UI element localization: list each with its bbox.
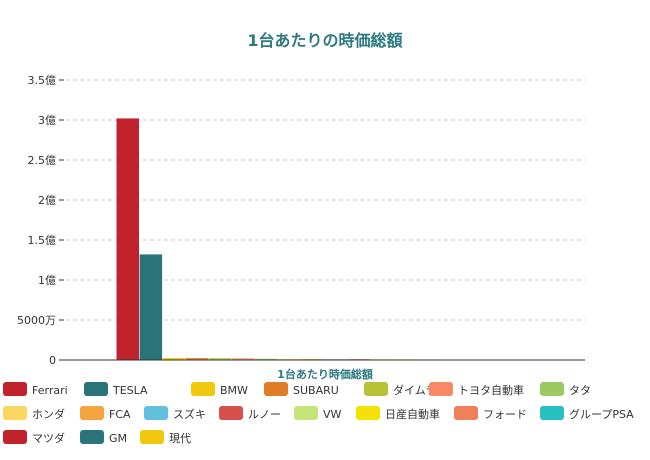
legend-label: トヨタ自動車 <box>458 383 524 397</box>
y-tick-label: 5000万 <box>17 314 56 327</box>
legend-swatch <box>540 382 564 396</box>
legend-swatch <box>264 382 288 396</box>
legend-label: スズキ <box>173 407 206 421</box>
bar-8[interactable] <box>278 358 301 360</box>
y-tick-label: 2億 <box>38 194 56 207</box>
legend-label: Ferrari <box>32 384 68 397</box>
legend-label: ホンダ <box>32 407 65 421</box>
legend-label: グループPSA <box>569 407 634 421</box>
legend-item[interactable]: TESLA <box>84 382 148 397</box>
legend-item[interactable]: 現代 <box>140 430 191 445</box>
legend-swatch <box>84 382 108 396</box>
legend-label: 現代 <box>169 432 191 445</box>
bar-7[interactable] <box>255 358 278 360</box>
bar-1[interactable] <box>116 118 140 361</box>
bar-3[interactable] <box>162 358 186 360</box>
y-tick-label: 3億 <box>38 114 56 127</box>
legend-swatch <box>454 406 478 420</box>
legend-item[interactable]: スズキ <box>144 406 206 421</box>
legend-swatch <box>3 430 27 444</box>
legend-item[interactable]: マツダ <box>3 430 65 445</box>
chart-title: 1台あたりの時価総額 <box>247 31 402 50</box>
legend-item[interactable]: FCA <box>80 406 131 421</box>
legend-swatch <box>80 406 104 420</box>
y-axis: 0 5000万 1億 1.5億 2億 2.5億 3億 3.5億 <box>17 74 64 367</box>
legend-item[interactable]: フォード <box>454 406 527 421</box>
legend-item[interactable]: ホンダ <box>3 406 65 421</box>
legend-label: FCA <box>109 408 131 421</box>
legend-swatch <box>219 406 243 420</box>
legend-label: ルノー <box>248 408 281 421</box>
legend-item[interactable]: BMW <box>191 382 248 397</box>
legend-label: BMW <box>220 384 248 397</box>
legend-label: SUBARU <box>293 384 339 397</box>
legend-item[interactable]: ルノー <box>219 406 281 421</box>
bar-4[interactable] <box>185 358 209 360</box>
legend-label: VW <box>323 408 342 421</box>
legend-label: TESLA <box>112 384 148 397</box>
y-tick-label: 1億 <box>38 274 56 287</box>
y-tick-label: 1.5億 <box>28 234 57 247</box>
legend-swatch <box>140 430 164 444</box>
legend-label: タタ <box>569 384 591 397</box>
legend-item[interactable]: GM <box>80 430 127 445</box>
legend-label: フォード <box>483 408 527 421</box>
legend-label: 日産自動車 <box>385 407 440 421</box>
bar-2[interactable] <box>139 254 163 360</box>
legend-item[interactable]: 日産自動車 <box>356 406 440 421</box>
y-tick-label: 0 <box>49 354 56 367</box>
y-tick-label: 2.5億 <box>28 154 57 167</box>
legend-swatch <box>294 406 318 420</box>
bar-5[interactable] <box>208 358 232 360</box>
legend-swatch <box>356 406 380 420</box>
x-axis-label: 1台あたり時価総額 <box>277 367 373 381</box>
legend-swatch <box>191 382 215 396</box>
legend-item[interactable]: Ferrari <box>3 382 68 397</box>
legend-item[interactable]: グループPSA <box>540 406 634 421</box>
y-tick-label: 3.5億 <box>28 74 57 87</box>
legend-item[interactable]: SUBARU <box>264 382 339 397</box>
legend-swatch <box>80 430 104 444</box>
legend-swatch <box>3 382 27 396</box>
legend-item[interactable]: タタ <box>540 382 591 397</box>
bar-6[interactable] <box>232 358 255 360</box>
legend-label: GM <box>109 432 127 445</box>
legend-item[interactable]: トヨタ自動車 <box>429 382 524 397</box>
legend-swatch <box>144 406 168 420</box>
legend-label: マツダ <box>32 431 65 445</box>
legend-swatch <box>364 382 388 396</box>
bars <box>116 118 532 361</box>
legend-item[interactable]: VW <box>294 406 342 421</box>
legend-swatch <box>3 406 27 420</box>
legend-swatch <box>429 382 453 396</box>
legend-swatch <box>540 406 564 420</box>
